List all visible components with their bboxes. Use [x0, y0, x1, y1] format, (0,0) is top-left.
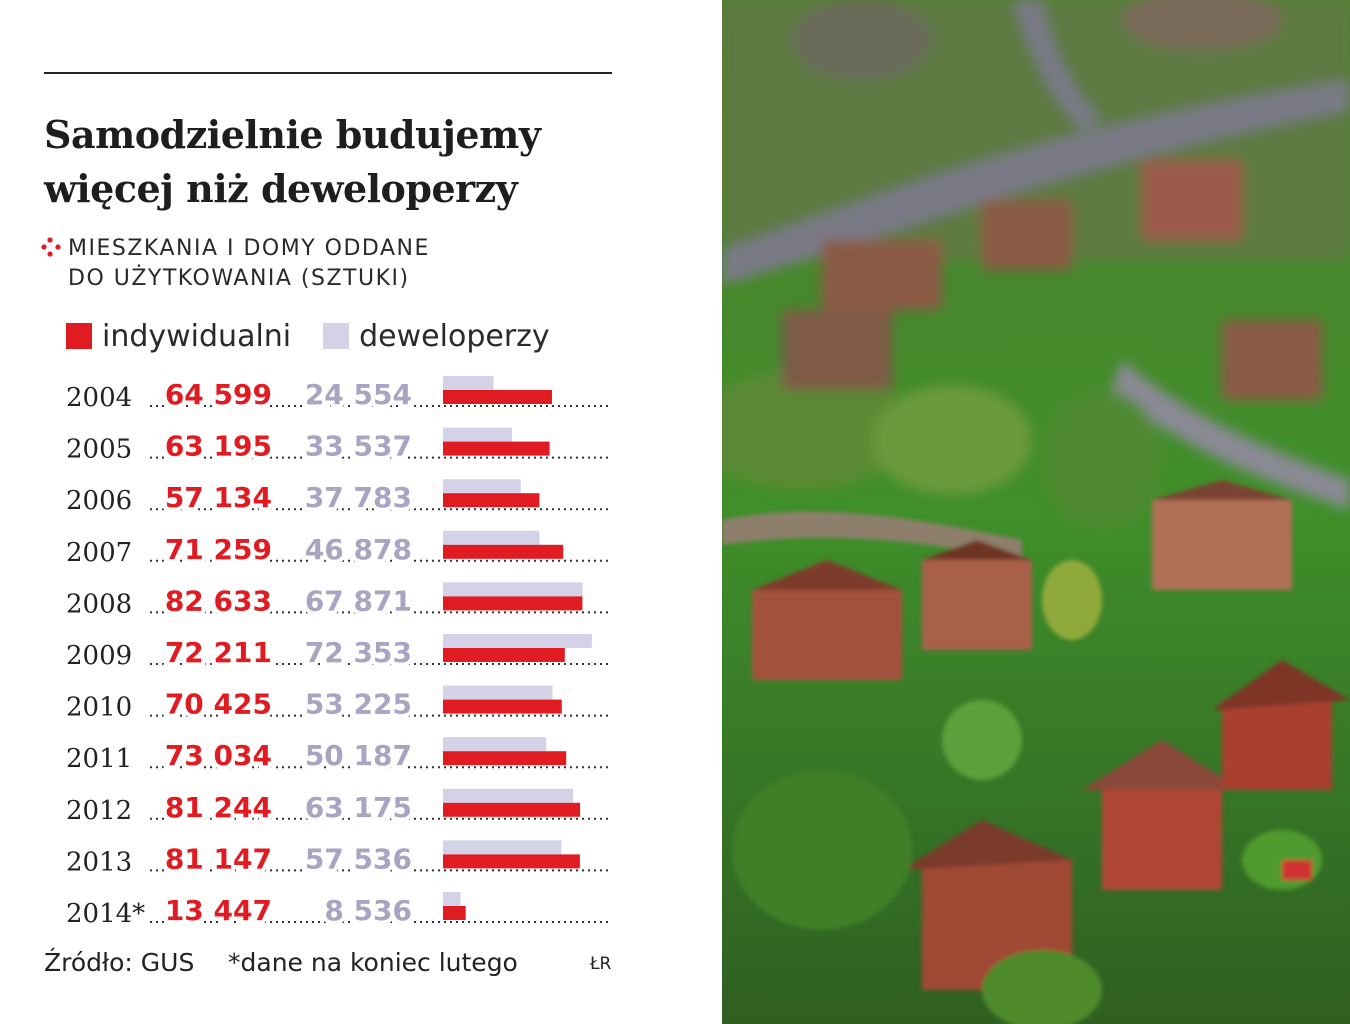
bar-individual	[443, 906, 466, 920]
source-note: Źródło: GUS	[44, 948, 195, 977]
bar-chart: 2004 64 599 24 554 2005 63 195 33 537 2006 57 1…	[66, 374, 608, 931]
value-developer: 24 554	[305, 378, 412, 411]
year-label: 2012	[66, 796, 132, 826]
value-individual: 57 134	[165, 481, 272, 514]
year-label: 2010	[66, 693, 132, 723]
bar-developer	[443, 634, 592, 648]
bar-developer	[443, 376, 494, 390]
bar-developer	[443, 427, 512, 442]
bar-developer	[443, 685, 553, 700]
year-label: 2007	[66, 538, 132, 568]
author-initials: ŁR	[590, 954, 612, 974]
bar-developer	[443, 840, 562, 855]
value-individual: 81 147	[165, 842, 272, 875]
value-individual: 81 244	[165, 791, 272, 824]
aerial-houses-photo	[722, 0, 1350, 1024]
value-developer: 8 536	[324, 894, 412, 927]
year-label: 2013	[66, 847, 132, 877]
top-rule	[44, 72, 612, 74]
chart-legend: indywidualni deweloperzy	[66, 316, 582, 356]
bar-developer	[443, 582, 583, 597]
value-individual: 64 599	[165, 378, 272, 411]
value-developer: 67 871	[305, 584, 412, 617]
title-line-2: więcej niż deweloperzy	[44, 166, 518, 211]
bar-individual	[443, 854, 580, 869]
value-developer: 63 175	[305, 791, 412, 824]
bar-individual	[443, 751, 567, 766]
value-individual: 73 034	[165, 739, 272, 772]
year-label: 2008	[66, 589, 132, 619]
bar-individual	[443, 699, 562, 714]
year-label: 2009	[66, 641, 132, 671]
year-label: 2011	[66, 744, 132, 774]
bar-individual	[443, 802, 581, 817]
legend-individual-label: indywidualni	[102, 318, 292, 354]
value-developer: 57 536	[305, 842, 412, 875]
bar-individual	[443, 596, 583, 611]
value-developer: 37 783	[305, 481, 412, 514]
value-individual: 63 195	[165, 430, 272, 463]
value-individual: 71 259	[165, 533, 272, 566]
subtitle-dots-icon	[41, 237, 61, 257]
bar-developer	[443, 892, 461, 906]
value-developer: 53 225	[305, 688, 412, 721]
year-label: 2004	[66, 383, 132, 413]
bar-individual	[443, 544, 564, 559]
value-individual: 72 211	[165, 636, 272, 669]
year-label: 2014*	[66, 899, 145, 929]
value-individual: 82 633	[165, 584, 272, 617]
legend-developer-label: deweloperzy	[359, 318, 550, 354]
subtitle-line-1: Mieszkania i domy oddane	[68, 236, 430, 261]
value-individual: 13 447	[165, 894, 272, 927]
bar-individual	[443, 493, 540, 508]
chart-title: Samodzielnie budujemy więcej niż dewelop…	[44, 108, 664, 216]
bar-individual	[443, 390, 552, 404]
value-developer: 33 537	[305, 430, 412, 463]
bar-developer	[443, 788, 573, 803]
chart-footer: Źródło: GUS *dane na koniec lutego ŁR	[44, 948, 624, 984]
value-individual: 70 425	[165, 688, 272, 721]
infographic-panel: Samodzielnie budujemy więcej niż dewelop…	[41, 72, 664, 984]
year-label: 2005	[66, 435, 132, 465]
legend-individual-swatch	[66, 323, 92, 349]
value-developer: 72 353	[305, 636, 412, 669]
footnote: *dane na koniec lutego	[228, 948, 518, 977]
bar-developer	[443, 530, 540, 545]
year-label: 2006	[66, 486, 132, 516]
bar-individual	[443, 648, 565, 662]
value-developer: 50 187	[305, 739, 412, 772]
bar-developer	[443, 737, 547, 752]
subtitle-line-2: do użytkowania (sztuki)	[68, 266, 410, 291]
value-developer: 46 878	[305, 533, 412, 566]
bar-individual	[443, 441, 550, 456]
chart-subtitle: Mieszkania i domy oddane do użytkowania …	[68, 234, 628, 294]
legend-developer-swatch	[323, 323, 350, 349]
bar-developer	[443, 479, 521, 494]
title-line-1: Samodzielnie budujemy	[44, 112, 541, 157]
